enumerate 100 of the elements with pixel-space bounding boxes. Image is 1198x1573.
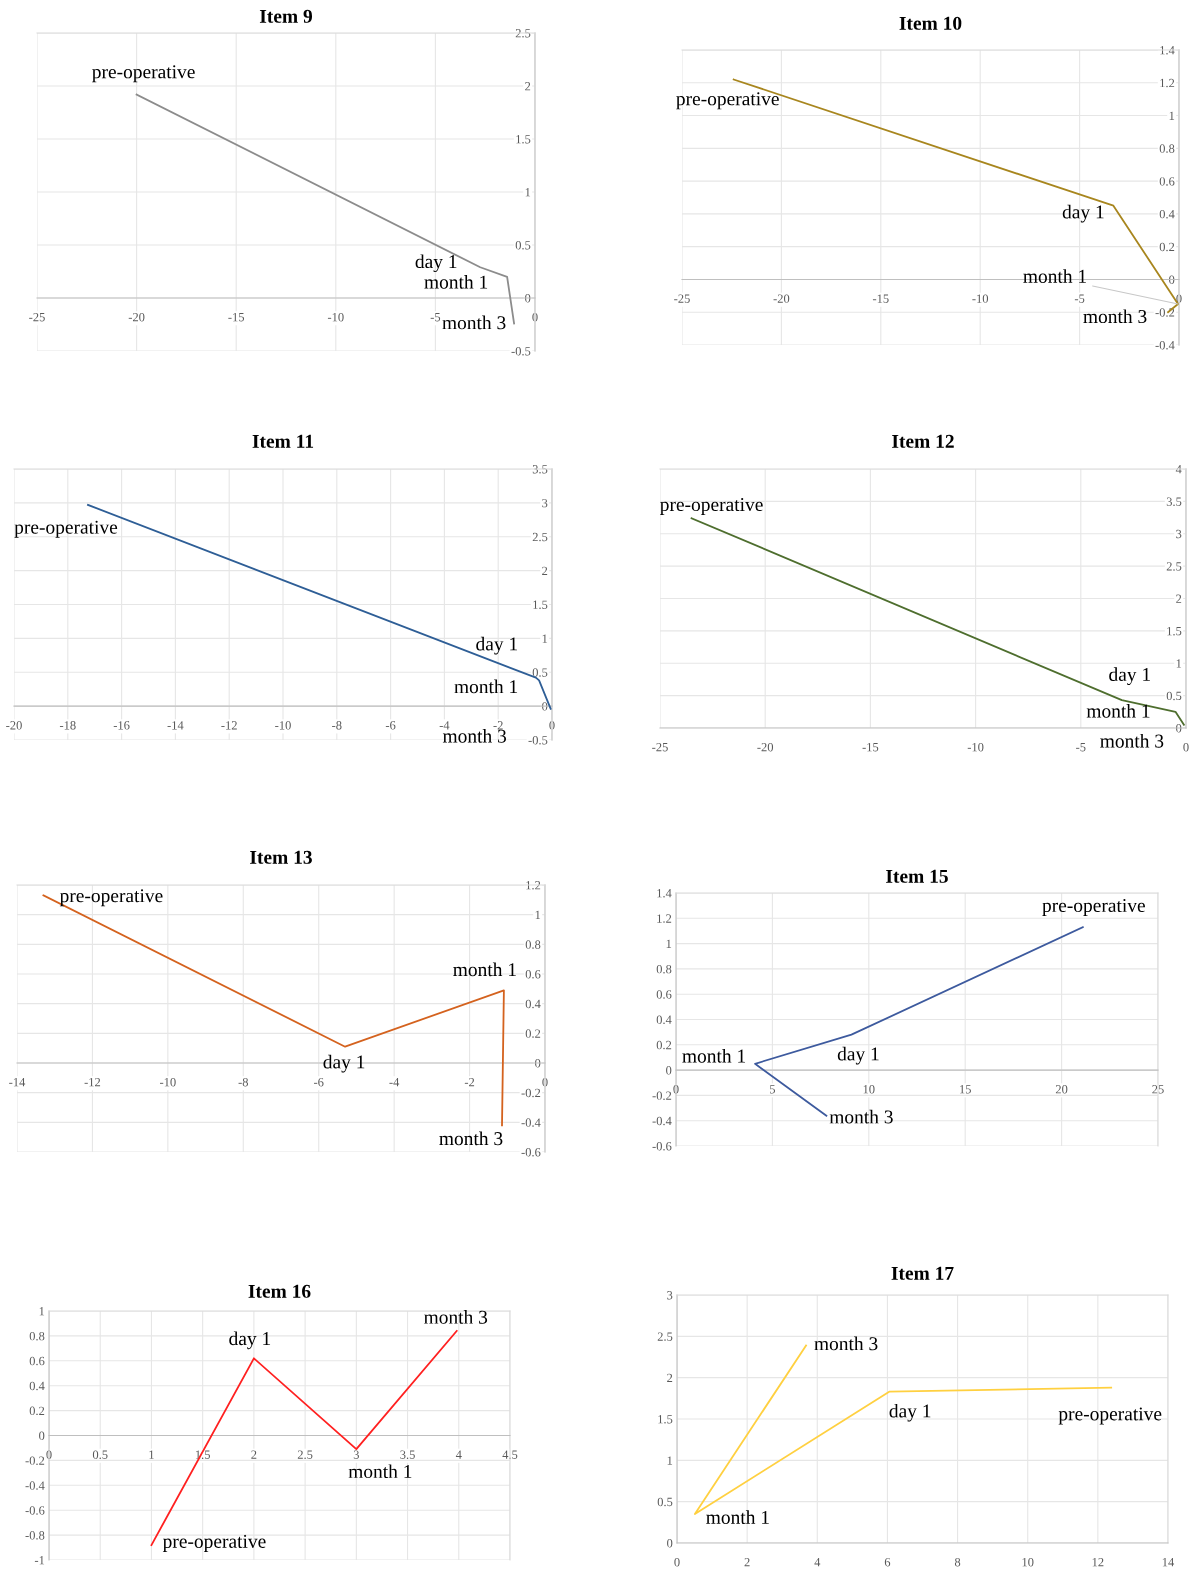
annotation: month 1 (453, 962, 516, 977)
y-tick-label: 2 (542, 566, 548, 575)
x-tick-label: -20 (757, 742, 774, 752)
annotation: pre-operative (1042, 898, 1145, 916)
chart-title: Item 10 (899, 16, 962, 30)
x-tick-label: 25 (1152, 1085, 1164, 1094)
y-tick-label: 0.8 (656, 964, 672, 974)
x-tick-label: 15 (960, 1085, 971, 1094)
annotation: month 3 (829, 1109, 893, 1124)
y-tick-label: 0 (535, 1059, 541, 1068)
y-tick-label: 0.8 (1159, 144, 1175, 153)
y-tick-label: -0.4 (25, 1481, 45, 1490)
x-tick-label: 12 (1092, 1557, 1104, 1567)
chart-title: Item 12 (892, 434, 954, 448)
chart-title: Item 17 (891, 1266, 954, 1280)
x-tick-label: 10 (1022, 1557, 1034, 1567)
y-tick-label: 3 (667, 1291, 673, 1300)
x-tick-label: 0 (674, 1557, 680, 1567)
annotation: month 1 (424, 274, 488, 289)
x-tick-label: 14 (1162, 1558, 1175, 1567)
line-series (690, 517, 1185, 726)
x-tick-label: 3.5 (400, 1450, 415, 1459)
y-tick-label: 0.6 (1159, 177, 1175, 186)
y-tick-label: -0.4 (652, 1116, 672, 1126)
y-tick-label: 3 (542, 498, 548, 508)
x-tick-label: -25 (652, 742, 668, 752)
annotation: day 1 (229, 1331, 271, 1350)
annotation: pre-operative (14, 520, 118, 538)
annotation: month 3 (442, 315, 506, 330)
y-tick-label: -0.6 (521, 1148, 541, 1157)
annotation: day 1 (476, 636, 518, 655)
x-tick-label: -20 (773, 294, 790, 303)
y-tick-label: 2.5 (1166, 562, 1182, 571)
y-tick-label: 2.5 (657, 1332, 673, 1341)
y-tick-label: 2.5 (532, 532, 548, 542)
x-tick-label: -25 (29, 312, 45, 322)
x-tick-label: -10 (972, 294, 989, 303)
y-tick-label: 0 (667, 1539, 673, 1548)
x-tick-label: 1 (149, 1450, 154, 1459)
x-tick-label: -15 (228, 313, 245, 322)
y-tick-label: 0.2 (1159, 242, 1175, 252)
y-tick-label: 1.5 (533, 600, 548, 610)
x-tick-label: 0 (1183, 742, 1189, 752)
chart-title: Item 9 (259, 9, 313, 23)
annotation: day 1 (1109, 667, 1150, 685)
x-tick-label: 20 (1055, 1085, 1068, 1094)
x-tick-label: 2.5 (297, 1450, 313, 1459)
y-tick-label: 0 (39, 1431, 45, 1440)
annotation: month 1 (1086, 704, 1150, 718)
y-tick-label: -0.6 (25, 1506, 45, 1515)
x-tick-label: -2 (493, 721, 503, 730)
y-tick-label: -0.2 (521, 1088, 541, 1098)
x-tick-label: 10 (863, 1085, 875, 1094)
x-tick-label: 0 (549, 721, 555, 730)
y-tick-label: 1 (542, 634, 548, 643)
y-tick-label: 2 (525, 82, 531, 91)
y-tick-label: -0.5 (528, 736, 548, 745)
x-tick-label: -5 (1074, 294, 1085, 303)
y-tick-label: 0.6 (525, 970, 541, 979)
chart-title: Item 13 (250, 850, 312, 864)
annotation: month 1 (1023, 269, 1086, 283)
x-tick-label: 5 (770, 1085, 776, 1094)
x-tick-label: -10 (159, 1077, 176, 1087)
y-tick-label: -0.4 (521, 1118, 541, 1127)
y-tick-label: 1 (525, 188, 531, 197)
x-tick-label: 4 (814, 1558, 821, 1567)
y-tick-label: 0 (666, 1066, 672, 1075)
y-tick-label: 1.4 (1160, 46, 1175, 55)
x-tick-label: 4.5 (502, 1450, 518, 1459)
y-tick-label: 0.2 (656, 1040, 672, 1050)
annotation: pre-operative (59, 889, 163, 907)
y-tick-label: 0.8 (29, 1331, 45, 1341)
x-tick-label: -12 (221, 721, 237, 730)
annotation: day 1 (889, 1403, 931, 1422)
y-tick-label: -0.2 (652, 1091, 672, 1100)
annotation: month 1 (682, 1048, 746, 1063)
x-tick-label: -14 (167, 721, 184, 730)
x-tick-label: -6 (313, 1077, 324, 1087)
x-tick-label: -12 (84, 1077, 101, 1087)
annotation: month 1 (454, 679, 518, 694)
y-tick-label: 0.5 (515, 241, 531, 250)
x-tick-label: -4 (439, 721, 450, 730)
y-tick-label: 0.2 (29, 1406, 45, 1416)
y-tick-label: -0.6 (652, 1142, 672, 1151)
x-tick-label: -18 (59, 721, 76, 730)
y-tick-label: 0.2 (525, 1029, 541, 1038)
y-tick-label: 1.2 (526, 881, 541, 890)
x-tick-label: -10 (967, 742, 984, 752)
x-tick-label: 8 (954, 1557, 961, 1567)
annotation: month 3 (442, 729, 507, 743)
y-tick-label: -0.4 (1155, 341, 1175, 350)
y-tick-label: 1 (39, 1307, 45, 1316)
annotation: day 1 (415, 254, 457, 273)
y-tick-label: 0.5 (1166, 691, 1182, 701)
y-tick-label: -0.5 (511, 347, 531, 356)
y-tick-label: 1 (1169, 111, 1175, 120)
y-tick-label: 0.5 (532, 668, 548, 677)
annotation: month 3 (1100, 733, 1164, 748)
y-tick-label: -1 (34, 1556, 45, 1565)
y-tick-label: 1.4 (657, 889, 672, 898)
